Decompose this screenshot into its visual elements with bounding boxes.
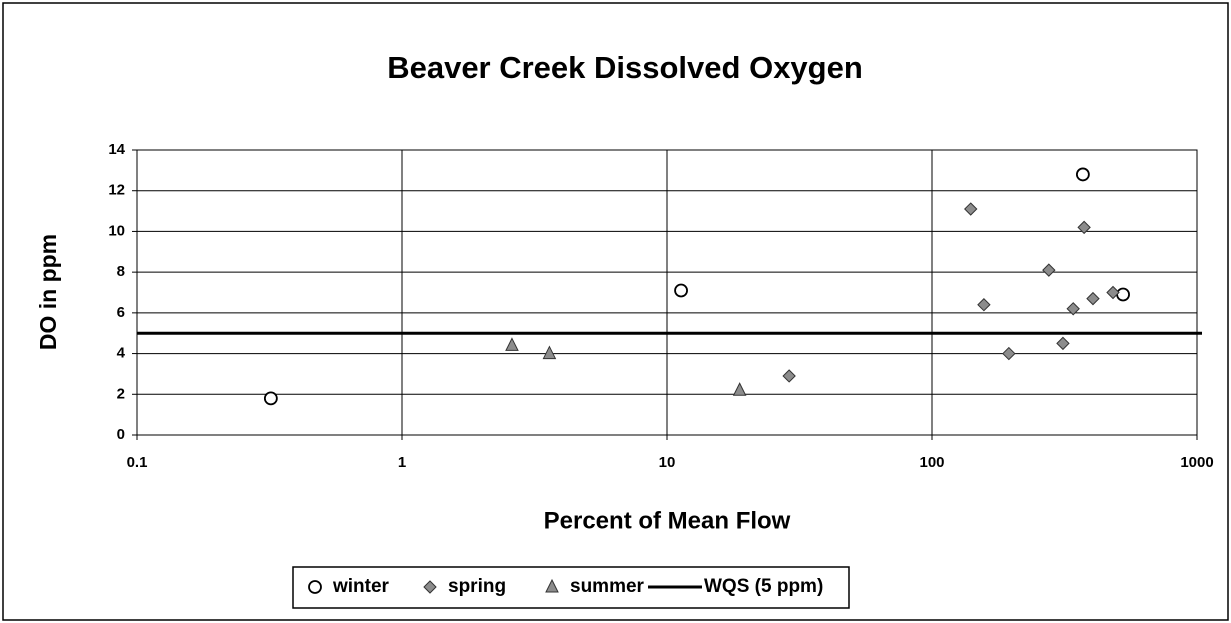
point	[1002, 346, 1016, 361]
x-tick-label: 1000	[1180, 454, 1213, 471]
point	[732, 382, 747, 396]
x-tick-label: 10	[659, 454, 676, 471]
x-tick-label: 100	[919, 454, 944, 471]
y-tick-label: 4	[117, 345, 126, 362]
point	[674, 283, 688, 298]
legend-marker	[308, 580, 322, 594]
y-tick-label: 6	[117, 304, 125, 321]
point	[1042, 263, 1056, 277]
y-tick-label: 0	[117, 426, 125, 443]
y-tick-label: 2	[117, 385, 125, 402]
legend-label: spring	[448, 576, 506, 597]
x-axis-label: Percent of Mean Flow	[544, 507, 791, 534]
legend-label: winter	[332, 576, 390, 597]
chart-title: Beaver Creek Dissolved Oxygen	[387, 50, 863, 85]
x-tick-label: 0.1	[127, 454, 148, 471]
legend-marker	[423, 580, 437, 594]
point	[1056, 336, 1070, 351]
point	[1066, 302, 1080, 316]
point	[1116, 287, 1130, 302]
point	[1075, 167, 1090, 182]
x-tick-label: 1	[398, 454, 406, 471]
y-tick-label: 12	[108, 182, 125, 199]
point	[505, 337, 519, 351]
point	[263, 391, 278, 406]
y-axis-label: DO in ppm	[35, 234, 61, 350]
point	[542, 345, 557, 360]
point	[1077, 220, 1091, 235]
point	[1106, 285, 1120, 300]
y-tick-label: 10	[108, 222, 125, 239]
y-tick-label: 8	[117, 263, 125, 280]
legend-marker	[545, 578, 559, 593]
point	[1086, 291, 1100, 306]
point	[977, 298, 991, 312]
legend-box	[292, 566, 850, 609]
point	[782, 369, 796, 383]
legend-label: WQS (5 ppm)	[704, 576, 823, 597]
point	[964, 202, 978, 216]
legend-label: summer	[570, 576, 645, 597]
y-tick-label: 14	[108, 141, 125, 158]
